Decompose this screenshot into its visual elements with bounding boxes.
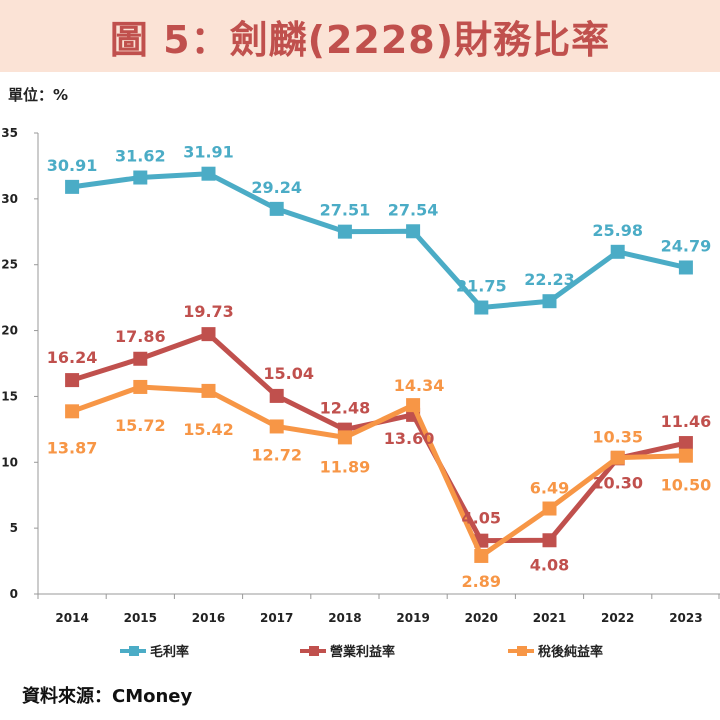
data-label: 22.23 (524, 270, 575, 289)
data-point-marker (133, 379, 148, 394)
x-tick-label: 2015 (124, 611, 157, 625)
data-point-marker (406, 224, 421, 239)
data-point-marker (269, 388, 284, 403)
data-point-marker (678, 260, 693, 275)
data-label: 2.89 (462, 572, 501, 591)
x-tick-label: 2019 (396, 611, 429, 625)
data-label: 31.91 (183, 143, 234, 162)
x-tick-label: 2016 (192, 611, 225, 625)
data-label: 13.87 (47, 438, 98, 457)
data-point-marker (474, 300, 489, 315)
data-label: 4.08 (530, 555, 569, 574)
data-label: 27.54 (388, 200, 439, 219)
data-point-marker (133, 351, 148, 366)
data-label: 6.49 (530, 479, 569, 498)
x-tick-label: 2022 (601, 611, 634, 625)
legend-label: 營業利益率 (330, 644, 395, 660)
data-point-marker (65, 179, 80, 194)
data-label: 30.91 (47, 156, 98, 175)
x-tick-label: 2023 (669, 611, 702, 625)
y-tick-label: 35 (1, 126, 18, 140)
x-tick-label: 2018 (328, 611, 361, 625)
data-point-marker (133, 170, 148, 185)
data-label: 31.62 (115, 147, 166, 166)
legend-marker (309, 646, 319, 656)
data-label: 29.24 (251, 178, 302, 197)
data-point-marker (269, 201, 284, 216)
y-tick-label: 20 (1, 324, 18, 338)
legend-label: 稅後純益率 (538, 644, 603, 660)
x-tick-label: 2017 (260, 611, 293, 625)
data-label: 25.98 (592, 221, 643, 240)
x-tick-label: 2020 (465, 611, 498, 625)
series-line-3 (71, 384, 686, 559)
y-tick-label: 30 (1, 192, 18, 206)
legend-marker (517, 646, 527, 656)
data-label: 11.89 (320, 457, 371, 476)
data-point-marker (474, 548, 489, 563)
legend-label: 毛利率 (150, 644, 189, 660)
data-point-marker (542, 294, 557, 309)
data-label: 15.04 (263, 364, 314, 383)
legend-marker (129, 646, 139, 656)
data-label: 21.75 (456, 277, 507, 296)
data-point-marker (65, 404, 80, 419)
data-point-marker (610, 450, 625, 465)
title-bar: 圖 5：劍麟(2228)財務比率 (0, 0, 720, 72)
data-point-marker (610, 244, 625, 259)
data-label: 27.51 (320, 201, 371, 220)
data-label: 12.48 (320, 399, 371, 418)
data-label: 10.30 (592, 473, 643, 492)
data-label: 24.79 (661, 236, 712, 255)
data-point-marker (678, 448, 693, 463)
x-tick-label: 2014 (55, 611, 88, 625)
data-point-marker (201, 383, 216, 398)
data-label: 4.05 (462, 509, 501, 528)
data-label: 15.72 (115, 416, 166, 435)
series-line-1 (71, 171, 687, 311)
y-tick-label: 0 (10, 587, 18, 601)
y-tick-label: 5 (10, 521, 18, 535)
data-label: 11.46 (661, 412, 712, 431)
data-label: 10.35 (592, 428, 643, 447)
chart-title: 圖 5：劍麟(2228)財務比率 (109, 17, 611, 62)
data-point-marker (542, 501, 557, 516)
data-point-marker (201, 166, 216, 181)
data-point-marker (406, 398, 421, 413)
data-point-marker (542, 533, 557, 548)
data-label: 16.24 (47, 348, 98, 367)
data-point-marker (337, 430, 352, 445)
data-label: 19.73 (183, 302, 234, 321)
data-point-marker (201, 327, 216, 342)
y-tick-label: 10 (1, 455, 18, 469)
data-point-marker (269, 419, 284, 434)
data-point-marker (678, 436, 693, 451)
y-tick-label: 15 (1, 389, 18, 403)
y-tick-label: 25 (1, 258, 18, 272)
data-label: 12.72 (251, 445, 302, 464)
data-label: 15.42 (183, 420, 234, 439)
unit-label: 單位：% (8, 86, 69, 104)
data-point-marker (65, 373, 80, 388)
data-label: 14.34 (394, 376, 445, 395)
source-label: 資料來源：CMoney (22, 686, 193, 707)
data-label: 13.60 (384, 429, 435, 448)
data-label: 17.86 (115, 327, 166, 346)
data-point-marker (337, 224, 352, 239)
x-tick-label: 2021 (533, 611, 566, 625)
data-label: 10.50 (661, 476, 712, 495)
